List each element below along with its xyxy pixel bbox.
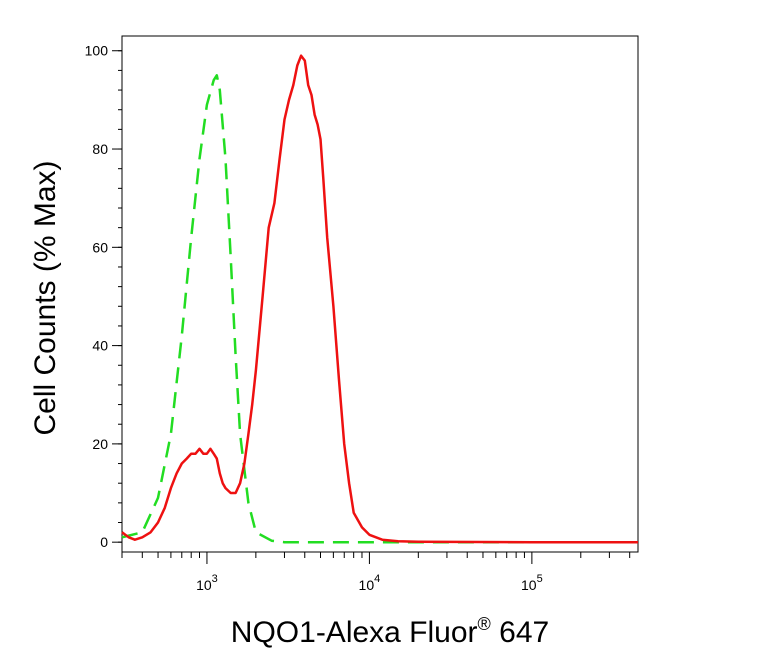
x-tick-label: 105: [521, 573, 543, 593]
y-tick-label: 80: [92, 141, 108, 157]
x-axis-title-main: NQO1-Alexa Fluor: [231, 616, 478, 649]
x-tick-label: 104: [359, 573, 381, 593]
y-tick-label: 100: [85, 43, 109, 59]
series-line-solid: [121, 54, 638, 544]
x-axis-title-registered-mark: ®: [478, 614, 491, 634]
series-line-dashed: [121, 74, 638, 544]
x-axis-title: NQO1-Alexa Fluor® 647: [231, 614, 549, 649]
x-tick-label-base: 10: [521, 577, 537, 593]
x-axis-title-suffix: 647: [491, 616, 549, 649]
y-tick-label: 20: [92, 436, 108, 452]
x-tick-label-exponent: 5: [537, 573, 543, 585]
y-tick-label: 40: [92, 338, 108, 354]
y-tick-label: 0: [100, 534, 108, 550]
plot-frame: [121, 35, 639, 553]
y-axis: 0 20 40 60 80 100: [85, 43, 122, 550]
x-tick-label-base: 10: [359, 577, 375, 593]
x-tick-label-exponent: 3: [212, 573, 218, 585]
x-tick-label: 103: [196, 573, 218, 593]
series-layer: [121, 54, 638, 544]
x-tick-label-base: 10: [196, 577, 212, 593]
x-tick-label-exponent: 4: [374, 573, 380, 585]
y-axis-title: Cell Counts (% Max): [29, 160, 62, 435]
x-axis: 103 104 105: [121, 552, 631, 593]
y-tick-label: 60: [92, 239, 108, 255]
